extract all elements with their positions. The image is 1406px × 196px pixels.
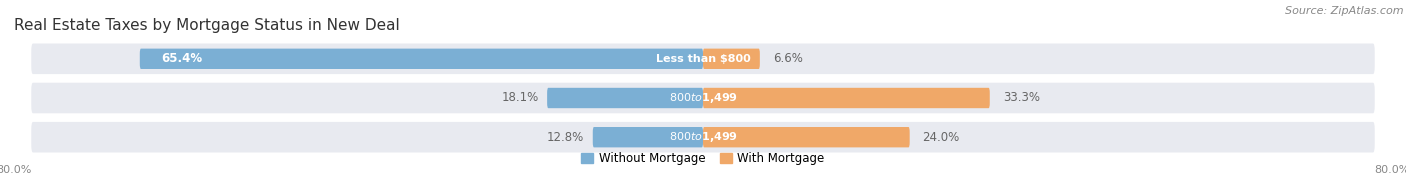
Text: $800 to $1,499: $800 to $1,499 (668, 130, 738, 144)
FancyBboxPatch shape (547, 88, 703, 108)
FancyBboxPatch shape (703, 88, 990, 108)
FancyBboxPatch shape (139, 49, 703, 69)
Text: $800 to $1,499: $800 to $1,499 (668, 91, 738, 105)
Text: 24.0%: 24.0% (922, 131, 960, 144)
Text: Real Estate Taxes by Mortgage Status in New Deal: Real Estate Taxes by Mortgage Status in … (14, 18, 399, 33)
Text: 18.1%: 18.1% (502, 92, 538, 104)
FancyBboxPatch shape (31, 83, 1375, 113)
FancyBboxPatch shape (31, 44, 1375, 74)
FancyBboxPatch shape (31, 122, 1375, 152)
FancyBboxPatch shape (703, 49, 759, 69)
Text: Less than $800: Less than $800 (655, 54, 751, 64)
Legend: Without Mortgage, With Mortgage: Without Mortgage, With Mortgage (581, 152, 825, 165)
Text: Source: ZipAtlas.com: Source: ZipAtlas.com (1285, 6, 1403, 16)
Text: 65.4%: 65.4% (162, 52, 202, 65)
Text: 12.8%: 12.8% (547, 131, 583, 144)
Text: 33.3%: 33.3% (1002, 92, 1039, 104)
Text: 6.6%: 6.6% (773, 52, 803, 65)
FancyBboxPatch shape (593, 127, 703, 147)
FancyBboxPatch shape (703, 127, 910, 147)
